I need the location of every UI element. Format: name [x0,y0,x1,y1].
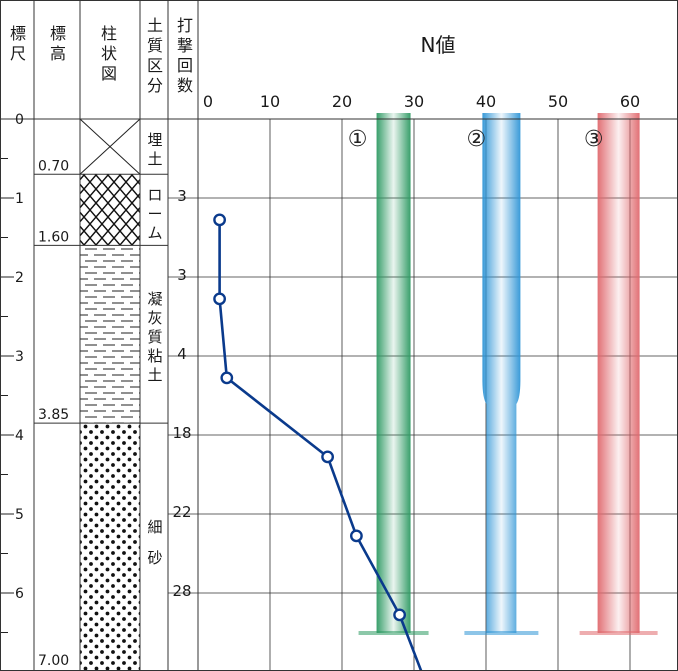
x-tick-label: 20 [332,92,352,111]
n-value-point [213,213,227,227]
band-footer [464,631,539,635]
soil-pattern-diamond [80,174,140,246]
header-blow-count: 打 撃 回 数 [175,16,195,96]
x-tick-label: 0 [203,92,213,111]
header-scale-char: 尺 [9,44,26,63]
n-value-point [393,608,406,622]
soil-label-char: 質 [147,328,163,346]
soil-label-char: ム [147,224,163,242]
x-tick-label: 60 [620,92,640,111]
scale-label: 0 [15,112,24,128]
soil-pattern-dash [80,245,140,424]
x-tick-label: 30 [404,92,424,111]
scale-label: 5 [15,507,24,523]
soil-label-fine-sand: 細 砂 [147,518,163,568]
header-column-char: 状 [100,44,117,63]
soil-label-char: 埋 [147,131,163,149]
header-soil-class-char: 土 [146,16,163,35]
soil-label-fill: 埋 土 [147,131,163,169]
header-soil-class-char: 区 [146,56,163,75]
soil-label-char: 灰 [147,309,163,327]
blow-count-label: 18 [172,424,191,442]
series-marker-3: ③ [584,127,604,152]
soil-label-char: 土 [147,366,163,384]
soil-pattern-dots [80,423,140,671]
soil-label-char: ー [147,205,163,223]
blow-count-label: 22 [172,503,191,521]
n-value-point [349,529,363,543]
x-tick-label: 10 [260,92,280,111]
soil-label-tuffaceous-clay: 凝 灰 質 粘 土 [147,290,163,385]
header-elevation: 標 高 [48,24,68,64]
blow-count-label: 28 [172,582,191,600]
elevation-label: 7.00 [38,653,69,669]
soil-label-loam: ロ ー ム [147,186,163,243]
blow-count-label: 3 [177,187,187,205]
series-marker-1: ① [348,127,368,152]
header-column: 柱 状 図 [99,24,119,84]
band-green [376,113,411,633]
series-marker-2: ② [467,127,487,152]
header-soil-class: 土 質 区 分 [145,16,165,96]
header-column-char: 図 [100,64,117,83]
n-value-point [321,450,334,464]
soil-label-char: ロ [147,186,163,204]
scale-label: 1 [15,191,24,207]
blow-count-label: 3 [177,266,187,284]
elevation-label: 0.70 [38,158,69,174]
band-footer [358,631,429,635]
x-tick-label: 50 [548,92,568,111]
soil-label-char: 土 [147,150,163,168]
fill-cross-line [79,118,141,175]
n-value-point [220,371,234,385]
soil-label-char: 細 [147,518,163,536]
header-blow-count-char: 打 [176,16,193,35]
header-scale-char: 標 [9,24,26,43]
header-column-char: 柱 [100,24,117,43]
band-blue [482,113,521,633]
scale-label: 4 [15,428,24,444]
scale-label: 2 [15,270,24,286]
soil-label-char: 凝 [147,290,163,308]
x-tick-label: 40 [476,92,496,111]
header-blow-count-char: 撃 [176,36,193,55]
soil-label-char: 粘 [147,347,163,365]
elevation-label: 1.60 [38,229,69,245]
header-elevation-char: 高 [49,44,66,63]
scale-label: 6 [15,586,24,602]
header-blow-count-char: 回 [176,56,193,75]
header-soil-class-char: 分 [146,76,163,95]
scale-label: 3 [15,349,24,365]
n-value-title: N値 [421,33,456,57]
header-soil-class-char: 質 [146,36,163,55]
elevation-label: 3.85 [38,407,69,423]
header-scale: 標 尺 [8,24,28,64]
soil-label-char: 砂 [147,549,163,567]
band-footer [579,631,658,635]
header-blow-count-char: 数 [176,76,193,95]
blow-count-label: 4 [177,345,187,363]
band-red [597,113,640,633]
header-elevation-char: 標 [49,24,66,43]
n-value-point [213,292,227,306]
